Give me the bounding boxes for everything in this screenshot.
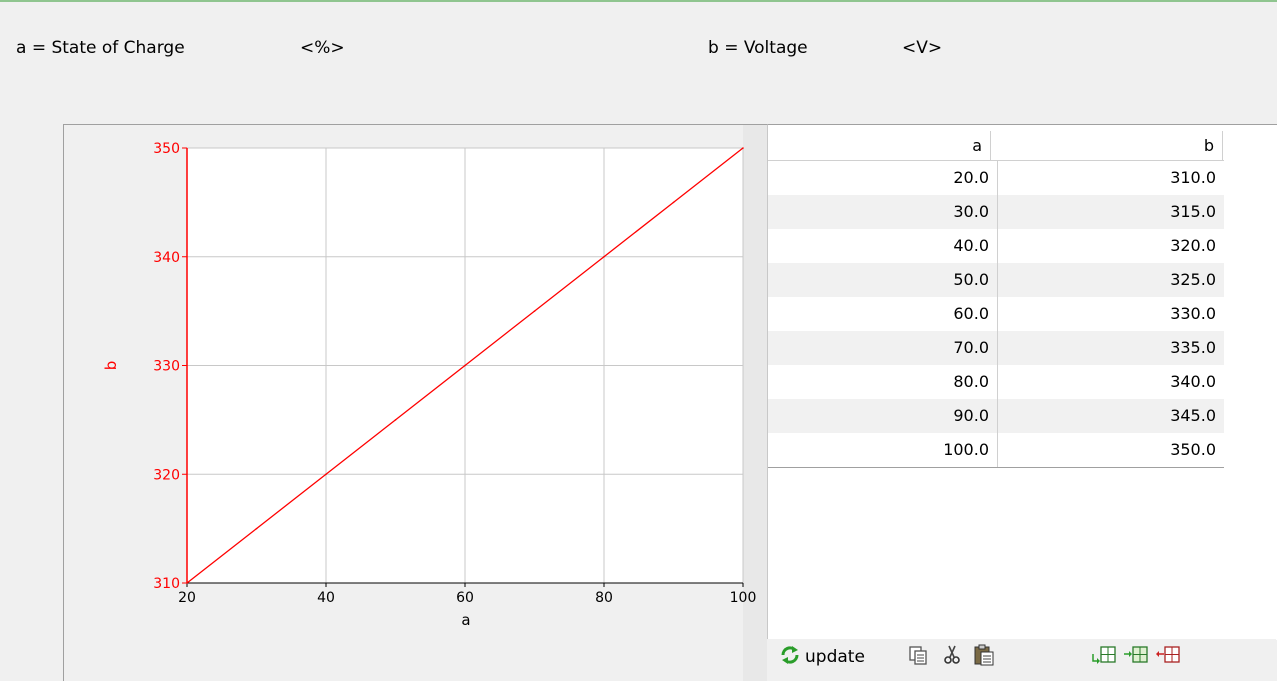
cell-b[interactable]: 340.0 — [1170, 372, 1216, 391]
table-row[interactable]: 100.0 350.0 — [768, 433, 1224, 467]
cut-button[interactable] — [941, 639, 963, 675]
delete-row-icon — [1155, 644, 1181, 670]
variable-b-unit: <V> — [902, 38, 943, 58]
x-tick-label: 20 — [178, 590, 196, 606]
cell-a[interactable]: 40.0 — [768, 229, 998, 263]
table-row[interactable]: 50.0 325.0 — [768, 263, 1224, 297]
cell-b[interactable]: 320.0 — [1170, 236, 1216, 255]
table-row[interactable]: 80.0 340.0 — [768, 365, 1224, 399]
y-tick-label: 320 — [153, 467, 180, 483]
cell-b[interactable]: 335.0 — [1170, 338, 1216, 357]
cell-b[interactable]: 310.0 — [1170, 168, 1216, 187]
table-row[interactable]: 30.0 315.0 — [768, 195, 1224, 229]
data-point — [464, 364, 466, 367]
data-point — [394, 419, 397, 421]
copy-button[interactable] — [907, 639, 929, 675]
variable-b-label: b = Voltage — [708, 38, 808, 58]
append-row-icon — [1123, 644, 1149, 670]
insert-row-icon — [1091, 644, 1117, 670]
cell-b[interactable]: 315.0 — [1170, 202, 1216, 221]
cell-a[interactable]: 30.0 — [768, 195, 998, 229]
cell-b[interactable]: 330.0 — [1170, 304, 1216, 323]
table-row[interactable]: 20.0 310.0 — [768, 161, 1224, 195]
update-label: update — [805, 647, 865, 667]
x-axis-label: a — [461, 611, 470, 629]
table-row[interactable]: 70.0 335.0 — [768, 331, 1224, 365]
chart-panel: 20 40 60 80 100 310 320 330 340 350 a b — [63, 124, 767, 681]
delete-row-button[interactable] — [1155, 639, 1181, 675]
table-row[interactable]: 60.0 330.0 — [768, 297, 1224, 331]
data-point — [255, 527, 258, 530]
data-point — [672, 201, 675, 204]
chart-right-strip — [743, 125, 767, 681]
column-header-a[interactable]: a — [768, 131, 991, 160]
table-header: a b — [768, 131, 1224, 161]
column-header-b[interactable]: b — [998, 131, 1223, 160]
y-tick-label: 330 — [153, 359, 180, 375]
table-row[interactable]: 90.0 345.0 — [768, 399, 1224, 433]
table-row[interactable]: 40.0 320.0 — [768, 229, 1224, 263]
data-point — [742, 147, 744, 149]
line-chart: 20 40 60 80 100 310 320 330 340 350 a b — [102, 125, 767, 681]
data-table[interactable]: a b 20.0 310.0 30.0 315.0 40.0 320.0 50.0 325.0… — [767, 124, 1277, 640]
cell-b[interactable]: 325.0 — [1170, 270, 1216, 289]
x-tick-label: 60 — [456, 590, 474, 606]
cut-icon — [941, 644, 963, 670]
insert-row-button[interactable] — [1091, 639, 1117, 675]
top-border — [0, 0, 1277, 2]
cell-a[interactable]: 80.0 — [768, 365, 998, 399]
cell-b[interactable]: 350.0 — [1170, 440, 1216, 459]
cell-a[interactable]: 20.0 — [768, 161, 998, 195]
cell-a[interactable]: 100.0 — [768, 433, 998, 467]
paste-button[interactable] — [972, 639, 996, 675]
variable-a-label: a = State of Charge — [16, 38, 185, 58]
data-point — [325, 473, 327, 476]
table-bottom-border — [768, 467, 1224, 468]
data-point — [603, 255, 605, 258]
refresh-icon — [779, 644, 801, 671]
y-tick-label: 350 — [153, 141, 180, 157]
y-tick-label: 310 — [153, 576, 180, 592]
data-point — [186, 582, 188, 584]
table-toolbar: update — [767, 639, 1276, 680]
x-tick-label: 40 — [317, 590, 335, 606]
append-row-button[interactable] — [1123, 639, 1149, 675]
y-axis-label: b — [102, 361, 120, 371]
paste-icon — [972, 643, 996, 671]
update-button[interactable]: update — [779, 639, 865, 675]
cell-a[interactable]: 70.0 — [768, 331, 998, 365]
y-tick-label: 340 — [153, 250, 180, 266]
cell-a[interactable]: 60.0 — [768, 297, 998, 331]
copy-icon — [907, 644, 929, 670]
cell-a[interactable]: 50.0 — [768, 263, 998, 297]
data-point — [533, 310, 536, 312]
table-body: 20.0 310.0 30.0 315.0 40.0 320.0 50.0 325.0 60.0… — [768, 161, 1224, 468]
variable-a-unit: <%> — [300, 38, 345, 58]
x-tick-label: 100 — [730, 590, 757, 606]
x-tick-label: 80 — [595, 590, 613, 606]
cell-a[interactable]: 90.0 — [768, 399, 998, 433]
cell-b[interactable]: 345.0 — [1170, 406, 1216, 425]
